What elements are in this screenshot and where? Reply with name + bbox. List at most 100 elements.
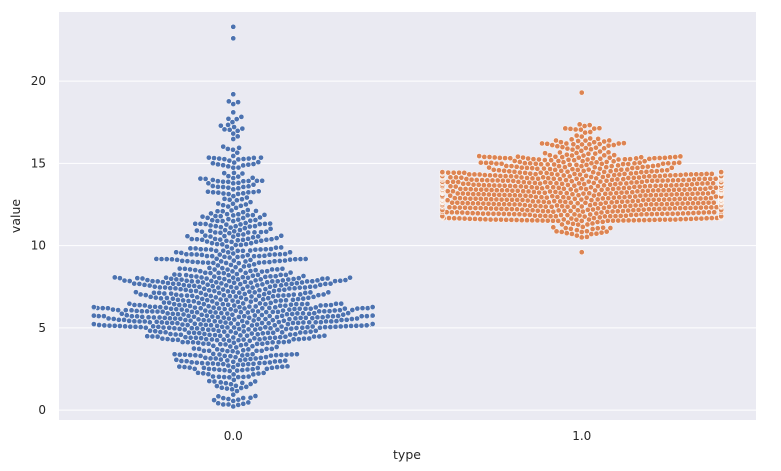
swarm-point <box>584 228 590 235</box>
swarm-point <box>188 325 195 331</box>
swarm-point <box>273 235 280 241</box>
swarm-point <box>575 138 581 144</box>
swarm-point <box>539 217 546 224</box>
swarm-point <box>266 289 273 296</box>
swarm-point <box>286 338 292 345</box>
swarm-point <box>252 267 259 274</box>
swarm-point <box>184 292 190 299</box>
swarm-point <box>220 286 226 293</box>
swarm-point <box>582 137 589 144</box>
swarm-point <box>638 169 645 176</box>
swarm-point <box>216 275 223 281</box>
swarm-point <box>543 170 550 176</box>
swarm-point <box>206 366 212 372</box>
swarm-point <box>513 217 520 223</box>
swarm-point <box>242 279 248 285</box>
swarm-point <box>238 202 244 209</box>
swarm-point <box>276 258 283 264</box>
swarm-point <box>457 186 464 192</box>
swarm-point <box>235 185 242 192</box>
swarm-point <box>690 210 697 216</box>
swarm-point <box>144 333 151 340</box>
swarm-point <box>488 196 495 203</box>
swarm-point <box>651 173 658 180</box>
swarm-point <box>178 276 185 283</box>
swarm-point <box>230 164 237 171</box>
swarm-point <box>560 172 567 179</box>
swarm-point <box>263 228 270 235</box>
swarm-point <box>123 312 130 319</box>
swarm-point <box>197 353 204 359</box>
swarm-point <box>194 278 201 285</box>
swarm-point <box>544 161 551 168</box>
swarm-point <box>265 295 272 302</box>
swarm-point <box>330 313 336 320</box>
swarm-point <box>189 258 196 265</box>
swarm-point <box>178 306 185 313</box>
swarm-point <box>610 158 617 165</box>
swarm-point <box>508 217 515 223</box>
swarm-point <box>259 177 266 184</box>
swarm-point <box>252 378 259 385</box>
swarm-point <box>203 246 209 253</box>
swarm-point <box>187 303 193 309</box>
swarm-point <box>584 156 591 163</box>
swarm-point <box>235 180 242 186</box>
swarm-point <box>238 385 245 391</box>
swarm-point <box>226 254 233 261</box>
swarm-point <box>186 329 192 336</box>
swarm-point <box>259 330 266 337</box>
swarm-point <box>369 321 376 327</box>
swarm-point <box>460 180 467 187</box>
swarm-point <box>233 344 240 351</box>
swarm-point <box>170 280 176 287</box>
swarm-point <box>192 245 199 252</box>
swarm-point <box>251 261 257 268</box>
swarm-point <box>491 182 498 189</box>
swarm-point <box>220 162 226 169</box>
swarm-point <box>564 145 571 152</box>
swarm-point <box>359 305 366 312</box>
swarm-point <box>171 301 178 307</box>
swarm-point <box>239 125 246 132</box>
swarm-point <box>126 318 133 324</box>
swarm-point <box>245 361 252 367</box>
swarm-point <box>255 316 262 322</box>
swarm-point <box>700 209 707 216</box>
swarm-point <box>459 209 466 216</box>
swarm-point <box>588 146 594 153</box>
swarm-point <box>595 136 601 142</box>
swarm-point <box>546 199 552 206</box>
swarm-point <box>369 312 376 319</box>
swarm-point <box>230 23 237 30</box>
swarm-point <box>210 360 216 367</box>
swarm-point <box>154 278 161 285</box>
swarm-point <box>228 284 234 290</box>
swarm-point <box>249 307 256 314</box>
swarm-point <box>683 181 690 188</box>
swarm-point <box>240 323 247 330</box>
swarm-point <box>552 189 559 195</box>
swarm-point <box>703 215 710 222</box>
swarm-point <box>539 185 545 192</box>
swarm-point <box>247 381 254 387</box>
swarm-point <box>693 171 700 178</box>
swarm-point <box>212 223 219 229</box>
swarm-point <box>271 258 278 265</box>
swarm-point <box>524 175 530 181</box>
swarm-point <box>564 168 571 175</box>
swarm-point <box>549 193 556 200</box>
swarm-point <box>697 186 704 192</box>
swarm-point <box>232 264 239 271</box>
swarm-point <box>493 187 500 194</box>
swarm-point <box>472 205 479 211</box>
swarm-point <box>216 251 223 258</box>
swarm-point <box>645 187 651 194</box>
swarm-point <box>267 273 274 280</box>
swarm-point <box>653 192 659 198</box>
swarm-point <box>91 304 97 310</box>
swarm-point <box>588 174 595 180</box>
swarm-point <box>711 209 718 216</box>
swarm-point <box>245 309 251 316</box>
swarm-point <box>451 195 458 201</box>
